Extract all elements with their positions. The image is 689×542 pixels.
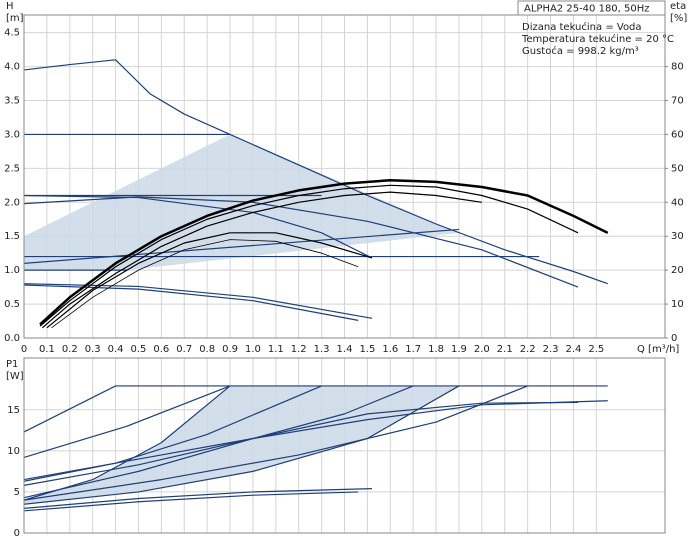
shaded-area [24,385,459,505]
curve [23,228,460,264]
x-tick-label: 0.7 [176,344,192,355]
y2-tick-label: 10 [671,299,684,310]
curve [23,488,372,509]
x-tick-label: 2.4 [565,344,581,355]
y2-label: eta [670,1,686,12]
y2-tick-label: 80 [671,62,684,73]
y2-tick-label: 70 [671,96,684,107]
x-tick-label: 0.8 [199,344,215,355]
y2-tick-label: 0 [671,333,677,344]
x-label: Q [m³/h] [637,344,679,355]
curve [23,385,231,458]
x-tick-label: 2.0 [474,344,490,355]
x-tick-label: 0.1 [39,344,55,355]
y-tick-label: 4.5 [4,28,20,39]
y-tick-label: 2.5 [4,163,20,174]
curve [23,385,608,433]
y-tick-label: 4.0 [4,62,20,73]
x-tick-label: 0.4 [108,344,124,355]
y-unit: [m] [6,13,24,24]
x-tick-label: 1.4 [337,344,353,355]
y2-tick-label: 30 [671,231,684,242]
y-tick-label: 5 [14,487,20,498]
y2-tick-label: 40 [671,197,684,208]
y-tick-label: 0 [14,528,20,539]
curve [23,385,528,501]
curve [23,491,359,512]
curve [23,196,579,288]
curve [46,232,373,329]
x-tick-label: 0 [21,344,27,355]
x-tick-label: 1.7 [405,344,421,355]
x-tick-label: 1.9 [451,344,467,355]
x-tick-label: 0.2 [62,344,78,355]
x-tick-label: 1.1 [268,344,284,355]
plot-frame [23,14,666,339]
y-tick-label: 15 [7,405,20,416]
y2-tick-label: 50 [671,163,684,174]
x-tick-label: 2.1 [497,344,513,355]
x-tick-label: 1.3 [314,344,330,355]
curve [23,283,373,319]
curve [23,385,322,482]
y-tick-label: 0.5 [4,299,20,310]
y-tick-label: 10 [7,446,20,457]
curve [39,178,609,326]
x-tick-label: 2.2 [520,344,536,355]
x-tick-label: 0.3 [85,344,101,355]
x-tick-label: 0.6 [153,344,169,355]
y-tick-label: 1.0 [4,265,20,276]
y-tick-label: 2.0 [4,197,20,208]
curve [23,59,608,285]
curve [23,400,608,481]
title-box [517,0,666,16]
x-tick-label: 2.5 [588,344,604,355]
x-tick-label: 1.8 [428,344,444,355]
curve [39,184,579,327]
y2-tick-label: 20 [671,265,684,276]
note: Dizana tekućina = Voda [522,21,642,33]
y-tick-label: 3.0 [4,129,20,140]
x-tick-label: 2.3 [543,344,559,355]
y-tick-label: 3.5 [4,96,20,107]
y2-tick-label: 60 [671,129,684,140]
plot-frame [23,357,666,534]
note: Temperatura tekućine = 20 °C [521,33,674,45]
x-tick-label: 0.5 [131,344,147,355]
note: Gustoća = 998.2 kg/m³ [522,45,639,57]
chart-title: ALPHA2 25-40 180, 50Hz [524,4,650,15]
curve [23,385,460,505]
y-label: H [6,1,14,12]
curve [41,191,482,329]
x-tick-label: 0.9 [222,344,238,355]
x-tick-label: 1.2 [291,344,307,355]
y2-unit: [%] [670,13,687,24]
y-unit: [W] [6,371,24,382]
x-tick-label: 1.5 [359,344,375,355]
curve [23,284,359,321]
y-tick-label: 1.5 [4,231,20,242]
x-tick-label: 1.0 [245,344,261,355]
y-label: P1 [6,359,18,370]
curve [23,401,579,499]
x-tick-label: 1.6 [382,344,398,355]
y-tick-label: 0.0 [4,333,20,344]
curve [51,239,359,329]
